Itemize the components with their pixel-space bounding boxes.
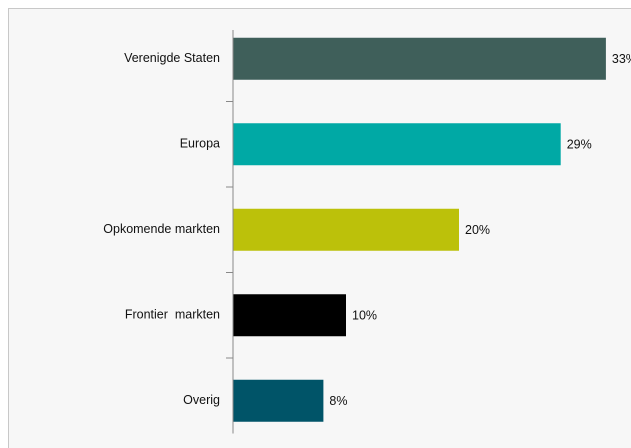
value-label: 10% <box>352 309 377 323</box>
bar <box>233 123 561 166</box>
category-label: Europa <box>180 137 220 151</box>
category-label: Verenigde Staten <box>124 51 220 65</box>
category-label: Overig <box>183 393 220 407</box>
bar <box>233 208 459 251</box>
value-label: 29% <box>567 138 592 152</box>
value-label: 20% <box>465 223 490 237</box>
bar <box>233 37 606 80</box>
category-label: Frontier markten <box>125 308 220 322</box>
value-label: 33% <box>612 52 631 66</box>
bar <box>233 294 346 337</box>
category-label: Opkomende markten <box>103 222 220 236</box>
bar <box>233 379 324 422</box>
value-label: 8% <box>329 394 347 408</box>
